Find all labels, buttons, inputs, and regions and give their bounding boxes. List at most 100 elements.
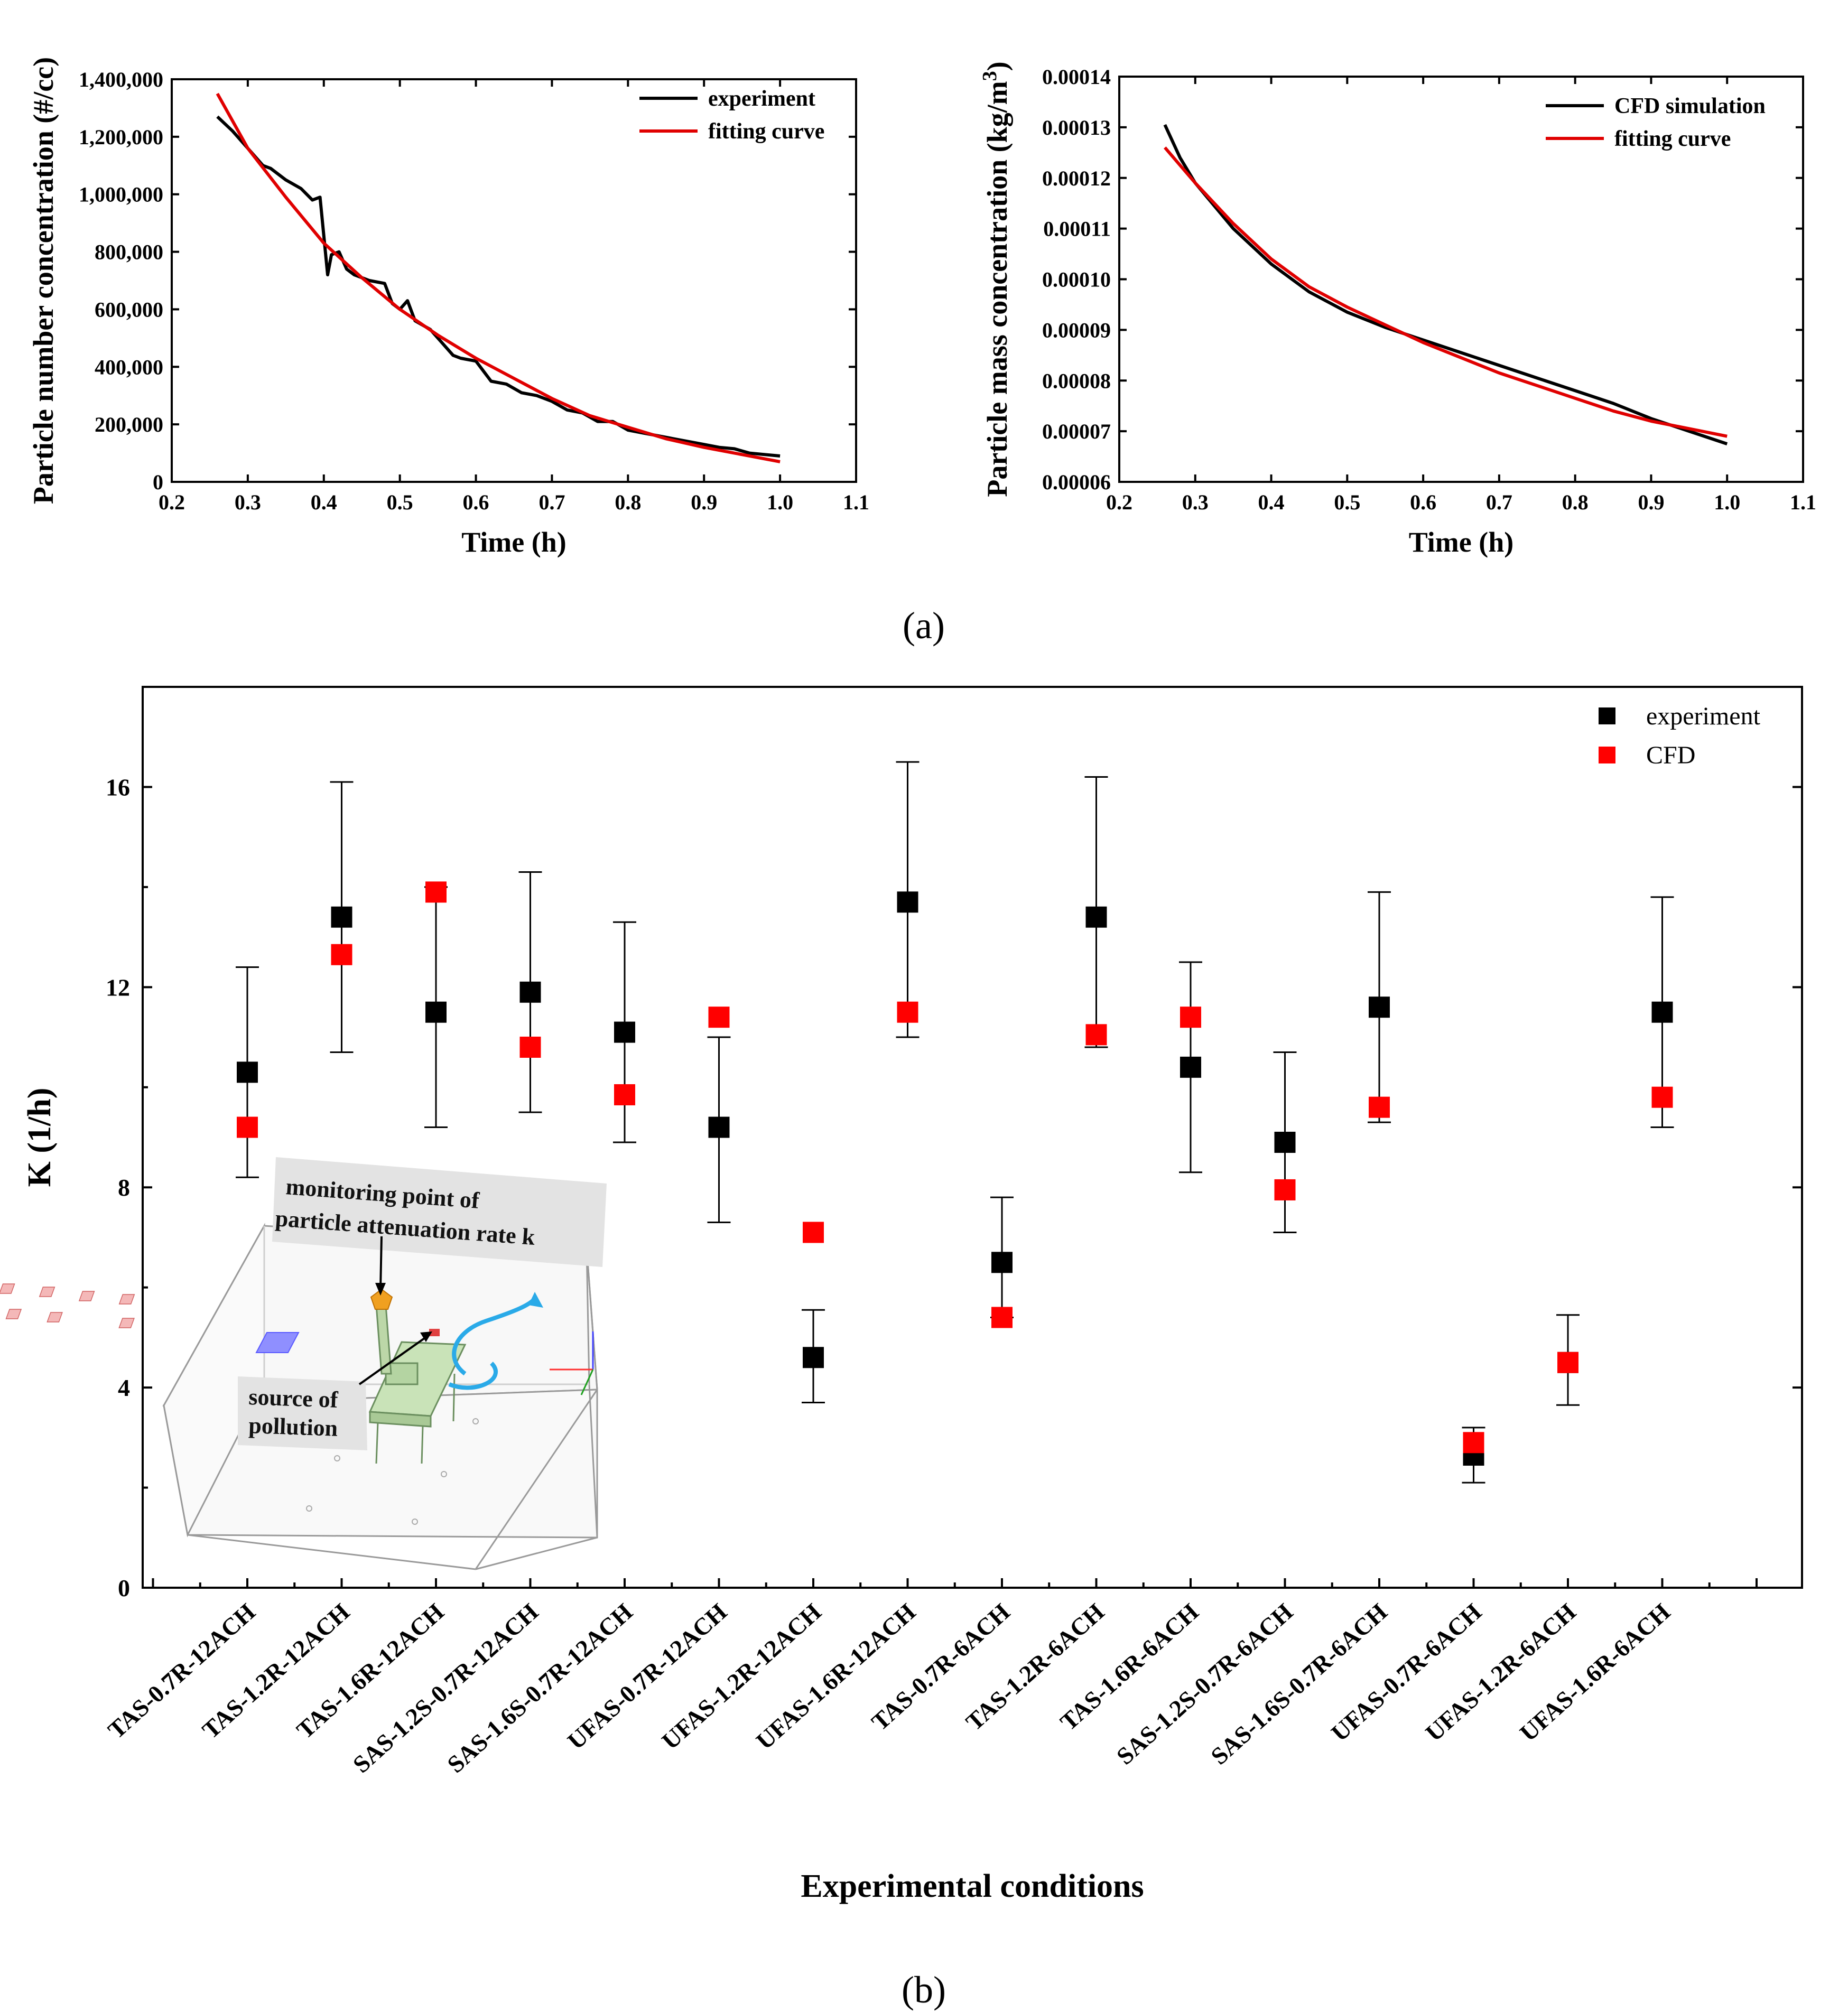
source-label-box: source of pollution [238, 1331, 432, 1450]
cfd-point [1274, 1179, 1296, 1200]
caption-b: (b) [902, 1969, 946, 2011]
y-tick-label: 0.00006 [1042, 470, 1111, 494]
legend-label: CFD [1646, 741, 1695, 769]
x-tick-label: 0.9 [1638, 490, 1664, 514]
x-tick-label: 0.8 [1562, 490, 1589, 514]
experiment-point [237, 1061, 258, 1083]
legend-label: experiment [708, 87, 815, 111]
cfd-point [897, 1001, 918, 1023]
x-tick-label: 0.7 [538, 490, 565, 514]
x-tick-label: 1.0 [1714, 490, 1740, 514]
cfd-point [708, 1007, 730, 1028]
x-tick-label: 0.8 [615, 490, 641, 514]
legend-label: CFD simulation [1614, 94, 1766, 118]
x-tick-label: 1.1 [843, 490, 869, 514]
cfd-point [331, 944, 352, 965]
y-tick-label: 0 [118, 1575, 130, 1601]
floor-dots [306, 1418, 479, 1525]
legend-swatch [1599, 747, 1615, 763]
y-tick-label: 0.00012 [1042, 166, 1111, 190]
airflow-swirl [448, 1362, 498, 1390]
category-label: UFAS-0.7R-12ACH [562, 1598, 732, 1755]
category-label: SAS-1.6S-0.7R-6ACH [1205, 1598, 1392, 1769]
source-pointer-line [358, 1335, 429, 1385]
legend-swatch [1599, 707, 1615, 724]
series-line-0 [216, 115, 781, 458]
y-tick-label: 1,200,000 [79, 125, 163, 149]
experiment-point [1651, 1001, 1673, 1023]
cfd-point [1180, 1007, 1201, 1028]
cfd-point [991, 1307, 1013, 1328]
y-tick-label: 0.00007 [1042, 420, 1111, 443]
legend-label: fitting curve [708, 119, 824, 144]
series-line-1 [1164, 146, 1728, 438]
cfd-point [1651, 1086, 1673, 1108]
x-tick-label: 0.6 [1410, 490, 1436, 514]
experiment-point [1180, 1056, 1201, 1078]
airflow-arrow [452, 1298, 535, 1376]
experiment-point [803, 1347, 824, 1368]
x-tick-label: 0.6 [463, 490, 489, 514]
category-label: SAS-1.6S-0.7R-12ACH [442, 1598, 637, 1778]
source-pointer-head [420, 1331, 432, 1342]
y-tick-label: 4 [118, 1374, 130, 1401]
x-tick-label: 0.3 [235, 490, 261, 514]
x-axis-label: Time (h) [461, 526, 567, 558]
experiment-point [991, 1252, 1013, 1273]
y-tick-label: 200,000 [95, 413, 163, 436]
y-tick-label: 0.00009 [1042, 318, 1111, 342]
cfd-point [614, 1084, 635, 1105]
series-line-1 [216, 92, 781, 463]
category-label: UFAS-1.6R-12ACH [751, 1598, 921, 1755]
panel-a-right-chart: 0.2 0.3 0.4 0.5 0.6 0.7 0.8 0.9 1.0 1.1 0.00006 0.0… [979, 61, 1816, 558]
y-tick-label: 16 [106, 774, 130, 800]
plot-frame [171, 78, 857, 483]
y-tick-label: 8 [118, 1174, 130, 1201]
x-axis-label: Experimental conditions [801, 1868, 1144, 1904]
room-schematic-inset: monitoring point of particle attenuation… [0, 1157, 607, 1570]
x-tick-label: 0.2 [1106, 490, 1132, 514]
y-tick-label: 0.00008 [1042, 369, 1111, 393]
experiment-point [331, 906, 352, 928]
x-tick-label: 0.3 [1182, 490, 1209, 514]
series-line-0 [1163, 124, 1728, 445]
cfd-point [1085, 1024, 1107, 1046]
cfd-point [425, 881, 447, 903]
x-tick-label: 0.4 [1258, 490, 1285, 514]
y-tick-label: 0 [153, 470, 163, 494]
experiment-point [708, 1116, 730, 1138]
x-tick-label: 0.7 [1486, 490, 1512, 514]
blue-vent-left [255, 1332, 300, 1353]
x-tick-label: 0.5 [1334, 490, 1360, 514]
source-label-line2: pollution [248, 1412, 338, 1441]
ceiling-diffusers [0, 1283, 135, 1328]
monitor-label-box: monitoring point of particle attenuation… [272, 1157, 607, 1296]
panel-a-left-chart: 0.2 0.3 0.4 0.5 0.6 0.7 0.8 0.9 1.0 1.1 0 200,000 40… [27, 57, 869, 558]
x-tick-label: 1.0 [767, 490, 793, 514]
y-tick-label: 0.00013 [1042, 116, 1111, 139]
y-tick-label: 400,000 [95, 355, 163, 379]
cfd-point [1369, 1096, 1390, 1118]
category-label: UFAS-1.2R-12ACH [656, 1598, 826, 1755]
cfd-point [237, 1116, 258, 1138]
x-tick-label: 0.2 [159, 490, 185, 514]
pollution-source-marker [429, 1329, 440, 1336]
y-tick-label: 0.00011 [1043, 217, 1111, 241]
y-axis-label: K (1/h) [22, 1088, 58, 1187]
y-tick-label: 12 [106, 974, 130, 1001]
y-axis-label: Particle number concentration (#/cc) [27, 57, 59, 504]
experiment-point [519, 981, 541, 1003]
experiment-point [1369, 996, 1390, 1018]
experiment-point [614, 1021, 635, 1043]
cfd-point [1557, 1352, 1578, 1373]
experiment-point [1085, 906, 1107, 928]
y-axis-label: Particle mass concentration (kg/m3) [979, 61, 1013, 497]
y-tick-label: 1,000,000 [79, 183, 163, 207]
monitoring-point-marker [370, 1288, 393, 1310]
monitor-pointer-line [379, 1236, 383, 1290]
caption-a: (a) [903, 604, 945, 647]
x-tick-label: 0.9 [691, 490, 717, 514]
cfd-point [519, 1037, 541, 1058]
category-label: SAS-1.2S-0.7R-6ACH [1111, 1598, 1298, 1769]
y-tick-label: 600,000 [95, 297, 163, 321]
